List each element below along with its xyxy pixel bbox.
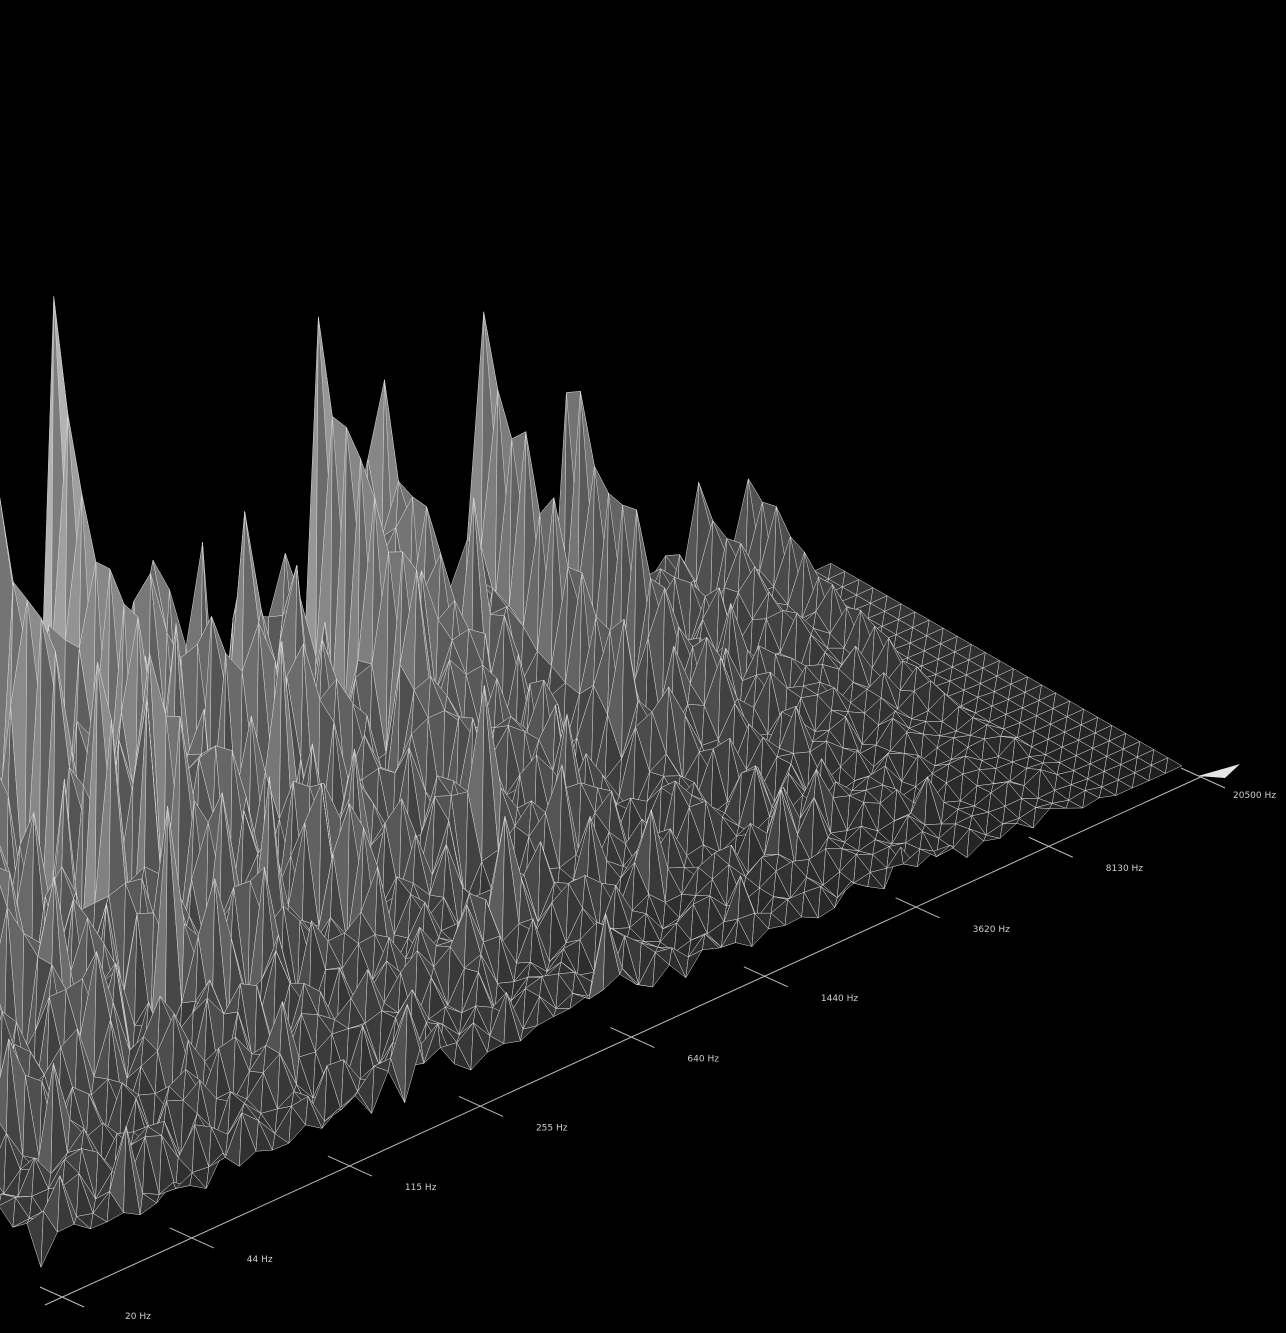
- surface-facet: [553, 1008, 571, 1017]
- axis-tick-label: 20500 Hz: [1233, 791, 1276, 801]
- axis-tick: [39, 1286, 85, 1308]
- axis-tick: [169, 1227, 214, 1249]
- axis-tick: [895, 897, 940, 919]
- axis-tick-label: 8130 Hz: [1106, 864, 1144, 874]
- axis-tick-label: 20 Hz: [125, 1312, 151, 1322]
- axis-tick-label: 255 Hz: [536, 1123, 568, 1133]
- surface-facet: [268, 552, 286, 618]
- axis-tick-label: 44 Hz: [247, 1255, 273, 1265]
- axis-tick: [743, 966, 789, 988]
- axis-tick-label: 115 Hz: [405, 1183, 437, 1193]
- surface-facet: [0, 1122, 7, 1149]
- frequency-axis: 20 Hz 44 Hz 115 Hz 255 Hz 640 Hz 1440 Hz 3620 …: [39, 764, 1276, 1322]
- axis-tick: [610, 1027, 655, 1048]
- axis-tick-label: 3620 Hz: [973, 925, 1011, 935]
- axis-tick: [1028, 836, 1073, 858]
- axis-tick-label: 640 Hz: [687, 1055, 719, 1065]
- axis-tick: [327, 1155, 373, 1177]
- surface-facet: [1165, 757, 1183, 774]
- axis-tick-label: 1440 Hz: [821, 994, 859, 1004]
- axis-arrow-icon: [1198, 764, 1240, 778]
- surface-facet: [1032, 807, 1050, 829]
- axis-tick: [1180, 767, 1226, 789]
- surface-facet: [371, 1065, 389, 1114]
- frequency-ticks: 20 Hz 44 Hz 115 Hz 255 Hz 640 Hz 1440 Hz 3620 …: [39, 767, 1276, 1322]
- axis-tick: [458, 1095, 504, 1117]
- surface-facet: [999, 823, 1017, 839]
- frequency-axis-line: [44, 774, 1206, 1306]
- spectrum-surface: [0, 296, 1183, 1268]
